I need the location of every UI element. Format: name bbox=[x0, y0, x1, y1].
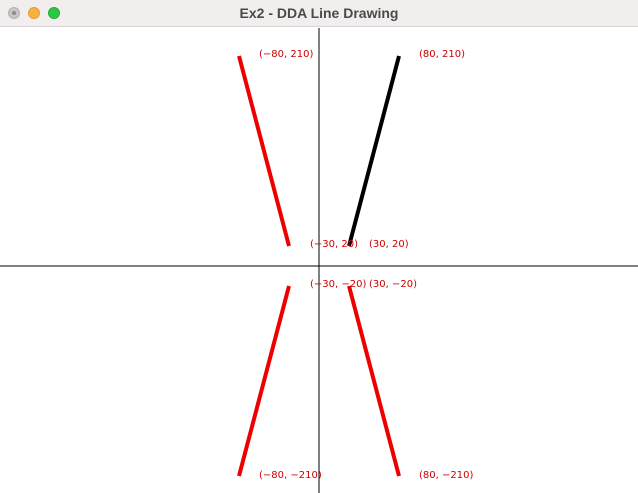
canvas-svg: (−80, 210) (80, 210) (−30, 20) (30, 20) … bbox=[0, 28, 638, 493]
minimize-window-button[interactable] bbox=[28, 7, 40, 19]
label-q2-bottom: (−30, 20) bbox=[310, 239, 358, 250]
label-q4-top: (30, −20) bbox=[369, 279, 417, 290]
zoom-window-button[interactable] bbox=[48, 7, 60, 19]
label-q4-bottom: (80, −210) bbox=[419, 470, 473, 481]
label-q3-top: (−30, −20) bbox=[310, 279, 366, 290]
drawing-canvas: (−80, 210) (80, 210) (−30, 20) (30, 20) … bbox=[0, 28, 638, 493]
dda-line-2 bbox=[347, 55, 401, 247]
window-title: Ex2 - DDA Line Drawing bbox=[239, 5, 399, 21]
axes bbox=[0, 28, 638, 493]
label-q3-bottom: (−80, −210) bbox=[259, 470, 322, 481]
close-window-button[interactable] bbox=[8, 7, 20, 19]
label-q1-bottom: (30, 20) bbox=[369, 239, 409, 250]
dda-line-4 bbox=[347, 285, 401, 477]
title-bar[interactable]: Ex2 - DDA Line Drawing bbox=[0, 0, 638, 27]
dda-line-1 bbox=[237, 55, 291, 247]
lines-layer bbox=[237, 55, 401, 477]
label-q2-top: (−80, 210) bbox=[259, 49, 313, 60]
label-q1-top: (80, 210) bbox=[419, 49, 465, 60]
dda-line-3 bbox=[237, 285, 291, 477]
labels-layer: (−80, 210) (80, 210) (−30, 20) (30, 20) … bbox=[259, 49, 473, 481]
